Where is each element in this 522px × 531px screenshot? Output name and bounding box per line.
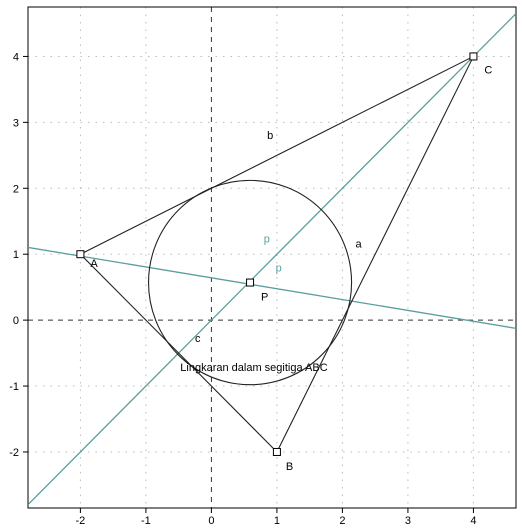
x-tick-label: 2 — [339, 515, 345, 527]
x-tick-label: -1 — [141, 515, 151, 527]
y-tick-label: 2 — [13, 183, 19, 195]
point-marker-A — [76, 250, 85, 259]
point-label-P: P — [261, 292, 268, 304]
incircle — [147, 179, 353, 386]
segment-a — [276, 56, 474, 453]
x-tick-label: -2 — [76, 515, 86, 527]
caption-text: Lingkaran dalam segitiga ABC — [180, 362, 327, 374]
line-label-p: p — [276, 262, 282, 274]
y-tick-label: 4 — [13, 51, 19, 63]
point-label-A: A — [90, 258, 98, 270]
y-tick-label: -2 — [9, 447, 19, 459]
point-marker-B — [272, 447, 281, 456]
segment-label-c: c — [195, 333, 201, 345]
x-tick-label: 3 — [405, 515, 411, 527]
point-label-B: B — [286, 461, 293, 473]
line-p — [28, 13, 516, 506]
line-label-p: p — [264, 233, 270, 245]
plot-frame — [27, 6, 517, 509]
point-marker-C — [469, 52, 478, 61]
line-p — [28, 246, 516, 330]
segment-label-b: b — [267, 130, 273, 142]
y-tick-label: 3 — [13, 117, 19, 129]
x-tick-label: 4 — [470, 515, 476, 527]
segment-b — [80, 55, 474, 255]
y-tick-label: 1 — [13, 249, 19, 261]
x-tick-label: 1 — [274, 515, 280, 527]
segment-c — [80, 253, 278, 453]
y-tick-label: -1 — [9, 381, 19, 393]
y-tick-label: 0 — [13, 315, 19, 327]
point-marker-P — [246, 278, 255, 287]
segment-label-a: a — [356, 239, 363, 251]
x-tick-label: 0 — [208, 515, 214, 527]
point-label-C: C — [484, 64, 492, 76]
plot-content — [28, 13, 516, 506]
